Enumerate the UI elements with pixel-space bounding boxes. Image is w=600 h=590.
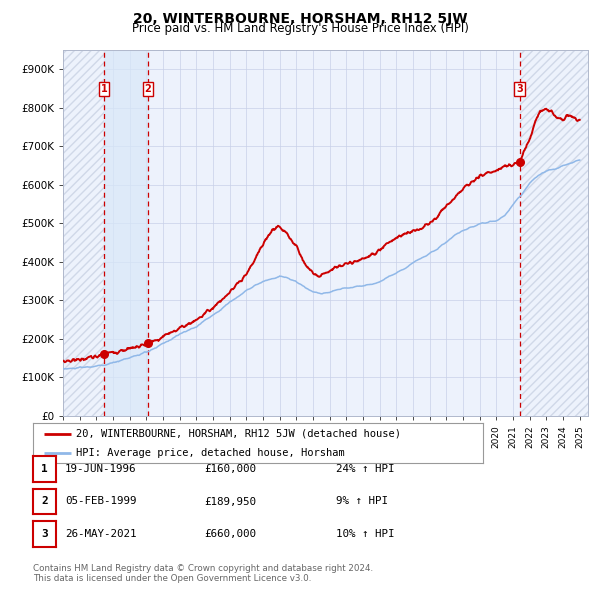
Text: 3: 3 [41,529,48,539]
Text: Contains HM Land Registry data © Crown copyright and database right 2024.: Contains HM Land Registry data © Crown c… [33,565,373,573]
Text: 1: 1 [41,464,48,474]
Text: 05-FEB-1999: 05-FEB-1999 [65,497,136,506]
Text: 2: 2 [145,84,151,94]
Bar [63,50,104,416]
Text: 20, WINTERBOURNE, HORSHAM, RH12 5JW (detached house): 20, WINTERBOURNE, HORSHAM, RH12 5JW (det… [76,429,401,439]
Text: 1: 1 [101,84,107,94]
Text: 20, WINTERBOURNE, HORSHAM, RH12 5JW: 20, WINTERBOURNE, HORSHAM, RH12 5JW [133,12,467,26]
Text: 2: 2 [41,497,48,506]
Text: Price paid vs. HM Land Registry's House Price Index (HPI): Price paid vs. HM Land Registry's House … [131,22,469,35]
Text: 3: 3 [516,84,523,94]
Bar [520,50,588,416]
Text: £660,000: £660,000 [204,529,256,539]
Text: This data is licensed under the Open Government Licence v3.0.: This data is licensed under the Open Gov… [33,574,311,583]
Text: £189,950: £189,950 [204,497,256,506]
Bar [63,50,104,416]
Text: £160,000: £160,000 [204,464,256,474]
Bar [104,50,148,416]
Text: 24% ↑ HPI: 24% ↑ HPI [336,464,395,474]
Text: HPI: Average price, detached house, Horsham: HPI: Average price, detached house, Hors… [76,448,344,458]
Text: 10% ↑ HPI: 10% ↑ HPI [336,529,395,539]
Text: 19-JUN-1996: 19-JUN-1996 [65,464,136,474]
Text: 26-MAY-2021: 26-MAY-2021 [65,529,136,539]
Text: 9% ↑ HPI: 9% ↑ HPI [336,497,388,506]
